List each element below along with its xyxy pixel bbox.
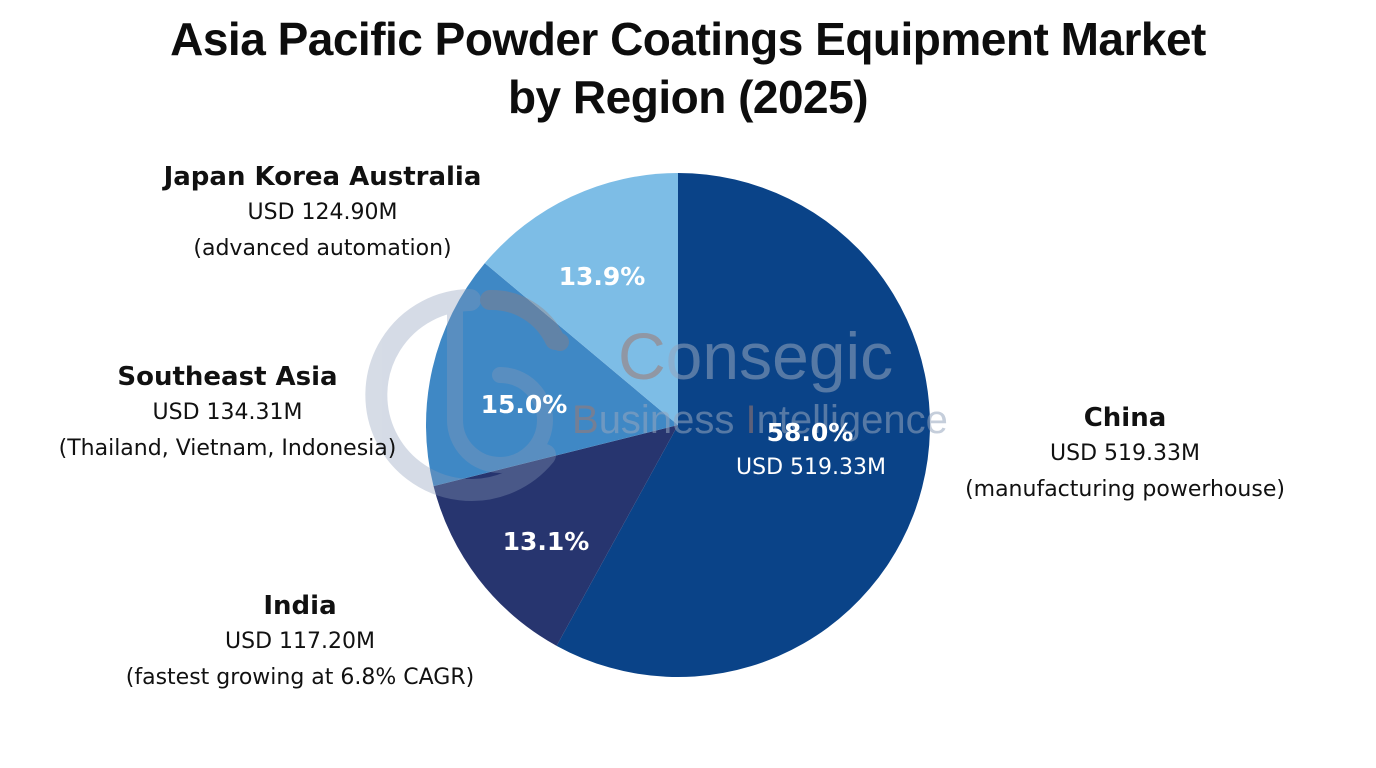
pct-label-china: 58.0% (766, 418, 854, 447)
label-china: China USD 519.33M (manufacturing powerho… (940, 400, 1310, 508)
chart-title-line1: Asia Pacific Powder Coatings Equipment M… (170, 13, 1206, 65)
label-india-name: India (263, 591, 337, 621)
chart-title: Asia Pacific Powder Coatings Equipment M… (0, 10, 1376, 126)
pct-label-japan-korea-australia: 13.9% (558, 262, 646, 291)
label-japan-korea-australia: Japan Korea Australia USD 124.90M (advan… (150, 159, 495, 267)
slice-india (433, 425, 678, 646)
label-southeast-asia-value: USD 134.31M (152, 400, 303, 425)
label-japan-korea-australia-note: (advanced automation) (193, 236, 452, 261)
watermark-logo-icon (365, 289, 569, 501)
label-india-value: USD 117.20M (225, 629, 375, 654)
slice-china (556, 173, 930, 677)
label-india-note: (fastest growing at 6.8% CAGR) (125, 665, 475, 690)
pct-label-india: 13.1% (502, 527, 590, 556)
label-southeast-asia: Southeast Asia USD 134.31M (Thailand, Vi… (30, 359, 425, 467)
label-china-value: USD 519.33M (1050, 441, 1200, 466)
label-japan-korea-australia-value: USD 124.90M (247, 200, 398, 225)
slice-southeast-asia (426, 263, 678, 487)
label-southeast-asia-name: Southeast Asia (117, 362, 338, 392)
slice-japan-korea-australia (484, 173, 678, 425)
label-china-name: China (1083, 403, 1167, 433)
chart-title-line2: by Region (2025) (507, 71, 869, 123)
label-japan-korea-australia-name: Japan Korea Australia (163, 162, 482, 192)
pct-label-southeast-asia: 15.0% (480, 390, 568, 419)
label-india: India USD 117.20M (fastest growing at 6.… (90, 588, 510, 696)
label-southeast-asia-note: (Thailand, Vietnam, Indonesia) (58, 436, 397, 461)
inner-value-china: USD 519.33M (736, 455, 886, 480)
label-china-note: (manufacturing powerhouse) (965, 477, 1285, 502)
